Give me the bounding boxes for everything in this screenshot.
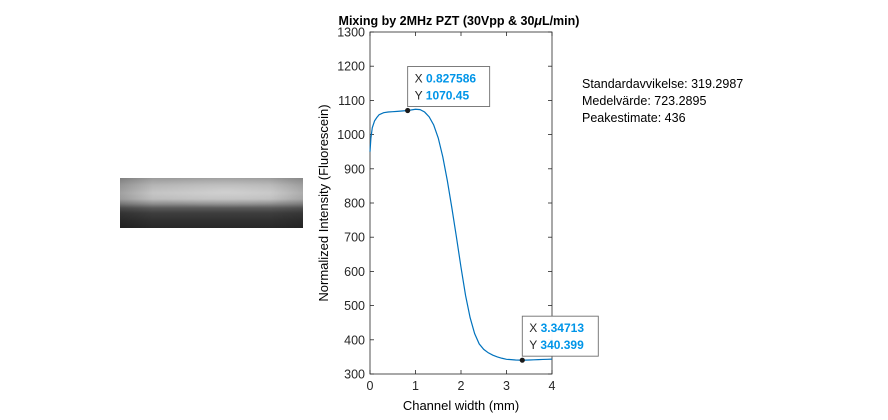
y-tick-label: 900 xyxy=(344,162,365,176)
y-axis-label: Normalized Intensity (Fluorescein) xyxy=(316,104,331,301)
y-tick-label: 300 xyxy=(344,368,365,382)
peak-estimate-text: Peakestimate: 436 xyxy=(582,111,686,125)
x-tick-label: 2 xyxy=(458,379,465,393)
y-tick-label: 500 xyxy=(344,299,365,313)
y-tick-label: 400 xyxy=(344,333,365,347)
datatip-y-row: Y 340.399 xyxy=(529,338,584,352)
x-tick-label: 1 xyxy=(412,379,419,393)
y-tick-label: 700 xyxy=(344,231,365,245)
fluorescence-image xyxy=(120,178,303,228)
datatip-x-row: X 0.827586 xyxy=(415,72,477,86)
datatip-box[interactable] xyxy=(521,315,599,357)
statistics-panel: Standardavvikelse: 319.2987 Medelvärde: … xyxy=(582,76,743,127)
x-tick-label: 4 xyxy=(549,379,556,393)
chart-title: Mixing by 2MHz PZT (30Vpp & 30μL/min) xyxy=(339,14,580,28)
datatip-box[interactable] xyxy=(407,66,491,107)
y-tick-label: 800 xyxy=(344,197,365,211)
datatip-marker[interactable] xyxy=(519,357,525,363)
y-tick-label: 600 xyxy=(344,265,365,279)
x-tick-label: 3 xyxy=(503,379,510,393)
datatip-y-row: Y 1070.45 xyxy=(415,89,470,103)
x-axis-label: Channel width (mm) xyxy=(403,398,519,413)
y-tick-label: 1000 xyxy=(337,128,365,142)
x-tick-label: 0 xyxy=(367,379,374,393)
datatip-marker[interactable] xyxy=(405,107,411,114)
series-line xyxy=(369,108,553,361)
y-tick-label: 1100 xyxy=(338,94,365,108)
y-tick-label: 1200 xyxy=(337,60,365,74)
datatip-x-row: X 3.34713 xyxy=(529,321,584,335)
std-deviation-text: Standardavvikelse: 319.2987 xyxy=(582,77,744,91)
mean-value-text: Medelvärde: 723.2895 xyxy=(582,94,707,108)
y-tick-label: 1300 xyxy=(337,26,365,40)
